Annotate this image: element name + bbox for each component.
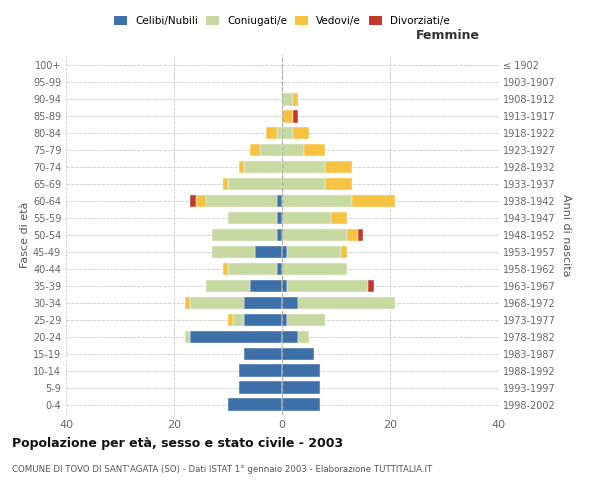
Bar — [190, 194, 196, 207]
Bar — [282, 178, 325, 190]
Bar — [228, 314, 233, 326]
Bar — [293, 126, 309, 140]
Y-axis label: Fasce di età: Fasce di età — [20, 202, 30, 268]
Y-axis label: Anni di nascita: Anni di nascita — [561, 194, 571, 276]
Bar — [282, 382, 320, 394]
Bar — [282, 398, 320, 411]
Bar — [190, 296, 244, 310]
Bar — [293, 93, 298, 106]
Bar — [282, 314, 287, 326]
Bar — [277, 126, 282, 140]
Bar — [190, 330, 282, 344]
Bar — [239, 160, 244, 173]
Bar — [244, 296, 282, 310]
Bar — [282, 212, 331, 224]
Bar — [250, 144, 260, 156]
Bar — [282, 330, 298, 344]
Bar — [304, 144, 325, 156]
Bar — [282, 160, 325, 173]
Bar — [298, 296, 395, 310]
Bar — [293, 110, 298, 122]
Bar — [287, 314, 325, 326]
Bar — [282, 194, 352, 207]
Bar — [228, 262, 277, 276]
Bar — [255, 246, 282, 258]
Bar — [223, 262, 228, 276]
Bar — [223, 178, 228, 190]
Bar — [282, 296, 298, 310]
Bar — [282, 126, 293, 140]
Bar — [277, 194, 282, 207]
Bar — [228, 212, 277, 224]
Bar — [282, 110, 293, 122]
Bar — [277, 262, 282, 276]
Bar — [266, 126, 277, 140]
Bar — [244, 314, 282, 326]
Bar — [287, 246, 341, 258]
Bar — [239, 382, 282, 394]
Bar — [325, 160, 352, 173]
Bar — [233, 314, 244, 326]
Bar — [325, 178, 352, 190]
Bar — [212, 228, 277, 241]
Bar — [239, 364, 282, 377]
Text: Femmine: Femmine — [416, 30, 481, 43]
Bar — [206, 280, 250, 292]
Bar — [358, 228, 363, 241]
Bar — [282, 246, 287, 258]
Bar — [282, 144, 304, 156]
Bar — [347, 228, 358, 241]
Bar — [196, 194, 206, 207]
Bar — [368, 280, 374, 292]
Bar — [282, 280, 287, 292]
Bar — [282, 364, 320, 377]
Bar — [282, 262, 347, 276]
Legend: Celibi/Nubili, Coniugati/e, Vedovi/e, Divorziati/e: Celibi/Nubili, Coniugati/e, Vedovi/e, Di… — [111, 12, 453, 29]
Bar — [341, 246, 347, 258]
Bar — [287, 280, 368, 292]
Bar — [282, 228, 347, 241]
Bar — [277, 228, 282, 241]
Bar — [185, 330, 190, 344]
Bar — [282, 348, 314, 360]
Bar — [244, 160, 282, 173]
Bar — [185, 296, 190, 310]
Bar — [260, 144, 282, 156]
Bar — [212, 246, 255, 258]
Bar — [228, 398, 282, 411]
Bar — [298, 330, 309, 344]
Bar — [282, 93, 293, 106]
Bar — [244, 348, 282, 360]
Text: Popolazione per età, sesso e stato civile - 2003: Popolazione per età, sesso e stato civil… — [12, 438, 343, 450]
Bar — [331, 212, 347, 224]
Bar — [277, 212, 282, 224]
Text: COMUNE DI TOVO DI SANT'AGATA (SO) - Dati ISTAT 1° gennaio 2003 - Elaborazione TU: COMUNE DI TOVO DI SANT'AGATA (SO) - Dati… — [12, 466, 432, 474]
Bar — [250, 280, 282, 292]
Bar — [206, 194, 277, 207]
Bar — [352, 194, 395, 207]
Bar — [228, 178, 282, 190]
